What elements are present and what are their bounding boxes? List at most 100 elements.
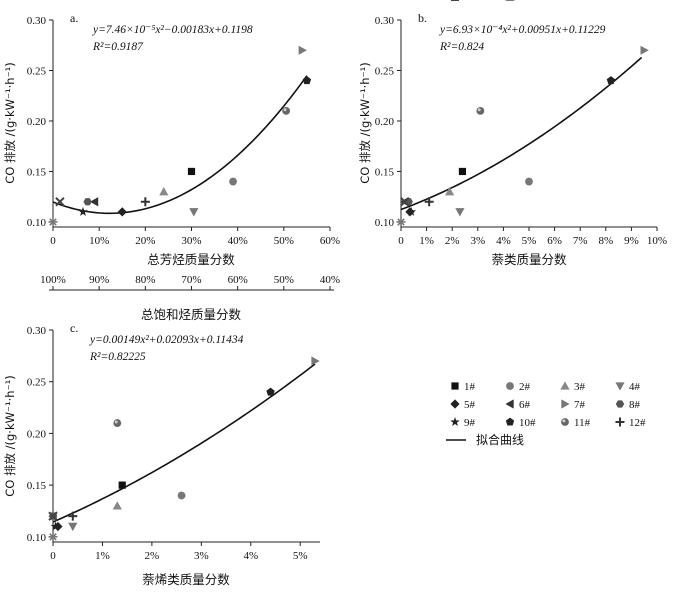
y-tick-label: 0.25 [375, 65, 395, 77]
legend-item-11: 11# [561, 417, 591, 429]
legend-label: 3# [574, 381, 586, 393]
x-tick-label: 3% [470, 235, 485, 247]
fit-equation: y=6.93×10⁻⁴x²+0.00951x+0.11229 [439, 24, 606, 36]
legend-label: 5# [464, 399, 476, 411]
data-point-11 [476, 106, 485, 115]
r-squared: R²=0.82225 [89, 351, 146, 363]
data-point-9 [78, 206, 88, 216]
y-tick-label: 0.30 [27, 15, 47, 27]
x-tick-label: 30% [181, 235, 201, 247]
data-point-11 [282, 106, 291, 115]
legend-item-7: 7# [561, 399, 586, 411]
legend-marker [615, 400, 625, 408]
x-tick-label: 10% [647, 235, 667, 247]
x-tick-label: 9% [624, 235, 639, 247]
x-tick-label: 0 [398, 235, 404, 247]
data-point-13 [400, 197, 410, 207]
legend-marker [450, 417, 460, 427]
data-point-4 [455, 208, 465, 217]
legend-marker [615, 382, 625, 391]
legend-item-6: 6# [505, 399, 531, 411]
panel-label: b. [418, 11, 427, 25]
legend-marker [505, 417, 515, 426]
y-tick-label: 0.20 [375, 116, 395, 128]
legend-marker [505, 399, 514, 409]
data-point-12 [424, 197, 434, 207]
y-tick-label: 0.30 [27, 325, 47, 337]
data-point-9 [406, 206, 416, 216]
legend-fit-label: 拟合曲线 [476, 432, 524, 447]
panel-c: 0.10 0.15 0.20 0.25 0.30 0 1% 2% 3% 4% 5% 萘烯类质量分数 CO… [3, 321, 320, 587]
x-tick-label: 1% [95, 550, 110, 562]
x-axis-label: 总芳烃质量分数 [147, 252, 235, 267]
legend-marker [615, 417, 625, 427]
secondary-x-tick-label: 50% [274, 274, 294, 286]
x-tick-label: 1% [419, 235, 434, 247]
x-tick-label: 60% [320, 235, 340, 247]
y-tick-label: 0.15 [27, 480, 47, 492]
y-tick-label: 0.25 [27, 65, 47, 77]
legend-item-10: 10# [505, 417, 536, 429]
legend-label: 7# [574, 399, 586, 411]
data-point-7 [298, 45, 307, 55]
data-point-10 [302, 76, 312, 85]
data-point-1 [118, 481, 126, 489]
fit-curve [400, 56, 643, 211]
data-point-12 [68, 511, 78, 521]
y-tick-label: 0.15 [27, 166, 47, 178]
y-axis-label: CO 排放 /(g·kW⁻¹·h⁻¹) [358, 62, 372, 184]
data-point-13 [55, 197, 65, 207]
y-tick-label: 0.10 [375, 217, 395, 229]
legend-label: 12# [629, 417, 646, 429]
secondary-x-tick-label: 100% [40, 274, 66, 286]
x-axis-label: 萘类质量分数 [491, 252, 567, 267]
secondary-x-tick-label: 40% [320, 274, 340, 286]
r-squared: R²=0.824 [439, 41, 484, 53]
legend-item-1: 1# [451, 381, 476, 393]
data-point-2 [229, 177, 237, 186]
secondary-x-tick-label: 60% [228, 274, 248, 286]
legend-label: 13# [464, 0, 481, 3]
y-axis-label: CO 排放 /(g·kW⁻¹·h⁻¹) [3, 62, 17, 184]
x-tick-label: 4% [243, 550, 258, 562]
legend-marker [561, 399, 570, 409]
data-point-3 [159, 187, 169, 196]
data-point-11 [113, 419, 122, 427]
x-tick-label: 6% [547, 235, 562, 247]
legend-label: 8# [629, 399, 641, 411]
data-point-13 [48, 511, 58, 521]
secondary-x-axis-label: 总饱和烃质量分数 [141, 307, 242, 322]
y-axis-label: CO 排放 /(g·kW⁻¹·h⁻¹) [3, 375, 17, 497]
x-tick-label: 3% [194, 550, 209, 562]
panel-a: 0.10 0.15 0.20 0.25 0.30 0 10% 20% 30% 40% 50% 60% 1… [3, 11, 340, 322]
data-point-8 [83, 198, 92, 206]
legend-item-14: 14# [505, 0, 536, 3]
x-tick-label: 7% [573, 235, 588, 247]
y-tick-label: 0.30 [375, 15, 395, 27]
data-point-12 [140, 197, 150, 207]
y-tick-label: 0.25 [27, 377, 47, 389]
panel-b: 0.10 0.15 0.20 0.25 0.30 0 1% 2% 3% 4% 5% 6% 7% 8% 9% 1… [358, 11, 667, 267]
data-point-9 [50, 521, 61, 531]
secondary-x-tick-label: 70% [181, 274, 201, 286]
legend-item-13: 13# [451, 0, 481, 3]
legend-label: 2# [519, 381, 531, 393]
y-tick-label: 0.15 [375, 166, 395, 178]
data-point-7 [311, 356, 320, 366]
data-point-2 [177, 491, 186, 500]
fit-curve [52, 75, 308, 215]
data-point-14 [48, 217, 58, 227]
secondary-x-tick-label: 90% [89, 274, 109, 286]
x-tick-label: 4% [496, 235, 511, 247]
y-tick-label: 0.20 [27, 116, 47, 128]
legend-label: 4# [629, 381, 641, 393]
x-tick-label: 0 [50, 235, 56, 247]
fit-equation: y=0.00149x²+0.02093x+0.11434 [89, 334, 244, 346]
data-point-4 [68, 522, 78, 532]
data-point-14 [48, 532, 58, 542]
data-point-2 [525, 177, 533, 186]
x-tick-label: 2% [145, 550, 160, 562]
legend-label: 14# [519, 0, 536, 3]
y-tick-label: 0.20 [27, 428, 47, 440]
